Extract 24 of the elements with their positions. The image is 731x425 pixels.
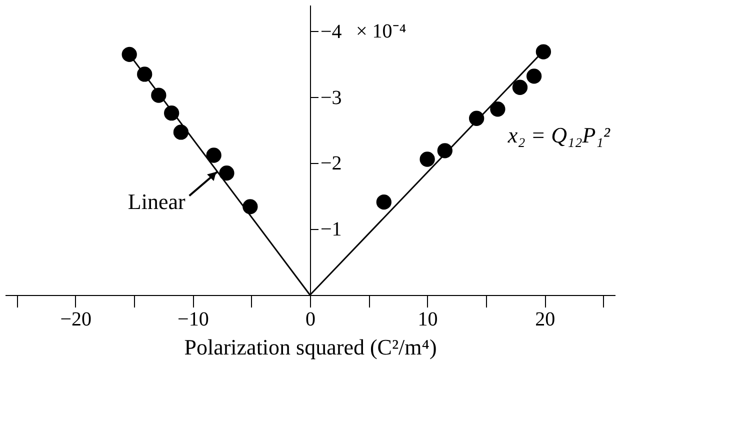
- point: [420, 152, 435, 167]
- y-tick-label: −4: [320, 20, 342, 43]
- point: [536, 44, 552, 60]
- x-tick-label: −10: [178, 308, 209, 330]
- y-tick-label: −3: [320, 86, 342, 109]
- point: [206, 148, 222, 163]
- y-axis-title: × 10⁻⁴: [356, 20, 406, 42]
- y-tick-label: −1: [320, 218, 342, 241]
- x-tick-label: −20: [60, 308, 92, 330]
- point: [122, 46, 137, 62]
- point: [512, 80, 528, 95]
- point: [490, 102, 506, 117]
- x-tick-label: 10: [418, 308, 438, 330]
- annotation: x₂ = Q₁₂P₁²: [506, 122, 610, 148]
- x-tick-label: 0: [306, 308, 316, 330]
- point: [242, 199, 258, 214]
- point: [526, 68, 542, 84]
- point: [219, 166, 234, 181]
- x-tick-label: 20: [535, 308, 556, 330]
- annotation: Linear: [128, 188, 186, 214]
- x-axis-title: Polarization squared (C²/m⁴): [184, 334, 437, 360]
- point: [376, 194, 392, 210]
- point: [173, 124, 189, 140]
- y-tick-label: −2: [320, 152, 342, 175]
